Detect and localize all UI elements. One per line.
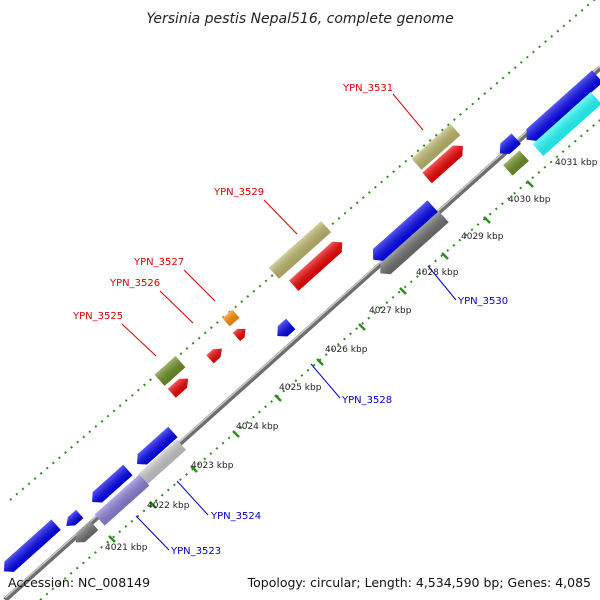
gene-label[interactable]: YPN_3524: [210, 511, 261, 522]
tick-label: 4024 kbp: [236, 422, 279, 432]
genome-summary-text: Topology: circular; Length: 4,534,590 bp…: [247, 575, 591, 590]
tick-label: 4027 kbp: [369, 306, 412, 316]
gene-block-cyan: [532, 92, 600, 156]
accession-text: Accession: NC_008149: [8, 575, 150, 590]
gene-label[interactable]: YPN_3527: [133, 257, 184, 268]
gene-block-gray: [75, 521, 99, 543]
leader-line: [176, 480, 209, 516]
gene-block-purple: [94, 474, 150, 526]
gene-block-red: [289, 241, 343, 291]
major-tick: [399, 287, 407, 295]
gene-label[interactable]: YPN_3529: [213, 187, 264, 198]
gene-block-orange: [222, 309, 240, 327]
gene-block-red: [422, 145, 463, 184]
gene-block-khaki: [411, 124, 461, 170]
tick-labels: 4021 kbp 4022 kbp 4023 kbp 4024 kbp 4025 kbp…: [105, 158, 598, 553]
gene-block-blue: [526, 70, 600, 141]
gene-features: [3, 70, 600, 572]
inner-dotted-track: [39, 119, 600, 600]
gene-block-blue: [92, 464, 133, 503]
gene-block-khaki: [268, 221, 332, 279]
gene-block-blue: [499, 133, 521, 154]
major-tick: [441, 252, 449, 260]
leader-line: [121, 323, 157, 357]
major-tick: [108, 535, 116, 543]
major-tick: [483, 216, 491, 224]
gene-label[interactable]: YPN_3526: [109, 278, 160, 289]
gene-block-olive: [503, 150, 529, 176]
tick-label: 4021 kbp: [105, 543, 148, 553]
tick-label: 4025 kbp: [279, 383, 322, 393]
gene-block-olive: [154, 356, 186, 386]
gene-block-blue: [66, 509, 84, 526]
major-tick: [274, 394, 282, 402]
gene-block-blue: [3, 519, 61, 572]
tick-label: 4022 kbp: [147, 501, 190, 511]
gene-label[interactable]: YPN_3525: [72, 311, 123, 322]
gene-label[interactable]: YPN_3523: [170, 546, 221, 557]
gene-block-red: [167, 378, 189, 398]
gene-labels: YPN_3525 YPN_3526 YPN_3527 YPN_3529 YPN_3531…: [72, 83, 508, 557]
major-tick: [232, 430, 240, 438]
label-leader-lines: [121, 93, 457, 551]
tick-label: 4029 kbp: [461, 232, 504, 242]
leader-line: [427, 265, 457, 301]
gene-block-blue: [277, 318, 296, 337]
gene-label[interactable]: YPN_3530: [457, 296, 508, 307]
gene-label[interactable]: YPN_3528: [341, 395, 392, 406]
gene-block-blue: [137, 426, 178, 465]
major-tick: [316, 358, 324, 366]
gene-block-gray: [380, 211, 449, 275]
gene-block-blue: [373, 200, 439, 261]
tick-label: 4026 kbp: [325, 345, 368, 355]
leader-line: [310, 363, 341, 399]
gene-block-red: [206, 348, 222, 364]
leader-line: [392, 93, 424, 131]
major-tick: [190, 465, 198, 473]
gene-block-lightgray: [137, 439, 187, 485]
major-ticks: [108, 180, 534, 543]
outer-dotted-track: [9, 0, 596, 501]
leader-line: [263, 199, 298, 235]
gene-label[interactable]: YPN_3531: [342, 83, 393, 94]
major-tick: [358, 323, 366, 331]
tick-label: 4030 kbp: [508, 195, 551, 205]
tick-label: 4028 kbp: [416, 268, 459, 278]
leader-line: [135, 515, 170, 551]
leader-line: [183, 269, 216, 302]
map-title: Yersinia pestis Nepal516, complete genom…: [146, 11, 453, 27]
major-tick: [149, 501, 157, 509]
tick-label: 4023 kbp: [191, 461, 234, 471]
tick-label: 4031 kbp: [555, 158, 598, 168]
major-tick: [526, 180, 534, 188]
leader-line: [159, 290, 194, 324]
gene-block-red: [232, 328, 246, 342]
